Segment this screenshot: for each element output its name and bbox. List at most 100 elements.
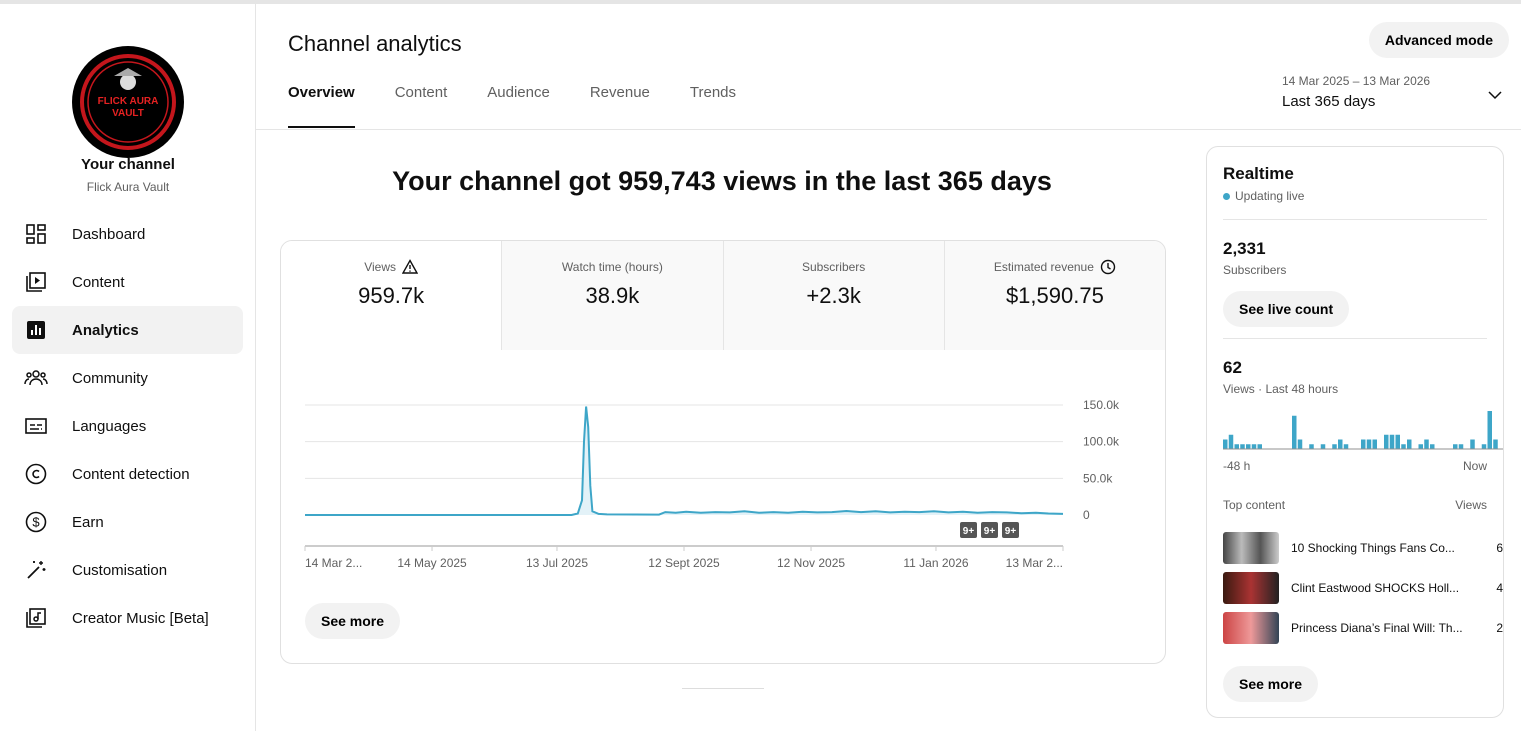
see-live-count-button[interactable]: See live count bbox=[1223, 291, 1350, 327]
metric-tab-watch[interactable]: Watch time (hours) 38.9k bbox=[501, 241, 723, 350]
date-range-value: Last 365 days bbox=[1282, 93, 1376, 110]
video-thumbnail bbox=[1223, 572, 1279, 604]
realtime-bar[interactable] bbox=[1407, 439, 1412, 450]
sidebar-item-label: Analytics bbox=[72, 321, 139, 339]
realtime-bar[interactable] bbox=[1343, 444, 1349, 449]
realtime-bar[interactable] bbox=[1309, 444, 1314, 449]
x-tick-label: 12 Nov 2025 bbox=[777, 556, 845, 570]
realtime-bar[interactable] bbox=[1487, 411, 1493, 449]
realtime-bar[interactable] bbox=[1366, 439, 1372, 450]
sidebar-item-community[interactable]: Community bbox=[12, 354, 243, 402]
sidebar-item-label: Community bbox=[72, 369, 148, 387]
tab-revenue[interactable]: Revenue bbox=[589, 84, 650, 101]
realtime-bar[interactable] bbox=[1430, 444, 1435, 449]
realtime-bar[interactable] bbox=[1384, 434, 1389, 449]
advanced-mode-button[interactable]: Advanced mode bbox=[1368, 22, 1509, 58]
x-tick-label: 11 Jan 2026 bbox=[903, 556, 968, 570]
top-content-item[interactable]: 10 Shocking Things Fans Co... 6 bbox=[1223, 532, 1503, 564]
chevron-down-icon[interactable] bbox=[1486, 86, 1504, 104]
video-views: 6 bbox=[1496, 541, 1503, 555]
sidebar-item-label: Content bbox=[72, 273, 125, 291]
realtime-bar[interactable] bbox=[1228, 434, 1234, 449]
realtime-bar[interactable] bbox=[1395, 434, 1401, 449]
metric-tab-subscribers[interactable]: Subscribers +2.3k bbox=[722, 241, 944, 350]
sidebar-item-content-detection[interactable]: Content detection bbox=[12, 450, 243, 498]
realtime-bar[interactable] bbox=[1389, 434, 1395, 449]
channel-avatar[interactable]: FLICK AURA VAULT bbox=[72, 46, 184, 158]
realtime-bar[interactable] bbox=[1240, 444, 1245, 449]
realtime-bar[interactable] bbox=[1297, 439, 1303, 450]
headline: Your channel got 959,743 views in the la… bbox=[392, 166, 1052, 196]
realtime-bar[interactable] bbox=[1458, 444, 1464, 449]
realtime-bar[interactable] bbox=[1470, 439, 1475, 450]
metric-label: Views bbox=[364, 260, 397, 274]
realtime-bar[interactable] bbox=[1453, 444, 1458, 449]
realtime-bar[interactable] bbox=[1401, 444, 1406, 449]
realtime-bar[interactable] bbox=[1246, 444, 1251, 449]
realtime-bar[interactable] bbox=[1361, 439, 1366, 450]
metric-tab-views[interactable]: Views 959.7k bbox=[281, 241, 502, 350]
channel-name: Flick Aura Vault bbox=[86, 180, 170, 194]
realtime-bar-chart bbox=[1223, 411, 1503, 450]
realtime-see-more-button[interactable]: See more bbox=[1223, 666, 1319, 702]
realtime-bar[interactable] bbox=[1493, 439, 1498, 450]
sidebar-item-languages[interactable]: Languages bbox=[12, 402, 243, 450]
analytics-icon bbox=[27, 321, 45, 339]
start-label: -48 h bbox=[1223, 459, 1251, 473]
annotation-badge[interactable]: 9+ bbox=[1002, 522, 1019, 538]
top-content-label: Top content bbox=[1223, 498, 1286, 512]
dashboard-icon bbox=[26, 224, 46, 244]
realtime-bar[interactable] bbox=[1292, 415, 1297, 449]
x-tick-label: 13 Mar 2... bbox=[1006, 556, 1063, 570]
music-icon bbox=[26, 608, 46, 628]
sidebar-item-creator-music-beta[interactable]: Creator Music [Beta] bbox=[12, 594, 243, 642]
tab-trends[interactable]: Trends bbox=[689, 84, 737, 101]
realtime-bar[interactable] bbox=[1338, 439, 1343, 450]
realtime-bar[interactable] bbox=[1320, 444, 1326, 449]
views-48h: 62 bbox=[1223, 358, 1242, 377]
sidebar-item-content[interactable]: Content bbox=[12, 258, 243, 306]
svg-text:9+: 9+ bbox=[1005, 526, 1017, 537]
scroll-indicator[interactable] bbox=[682, 688, 764, 689]
tab-overview[interactable]: Overview bbox=[288, 84, 355, 128]
top-content-item[interactable]: Clint Eastwood SHOCKS Holl... 4 bbox=[1223, 572, 1503, 604]
top-content-item[interactable]: Princess Diana’s Final Will: Th... 2 bbox=[1223, 612, 1503, 644]
content-icon bbox=[26, 272, 46, 292]
sidebar-item-dashboard[interactable]: Dashboard bbox=[12, 210, 243, 258]
y-tick-label: 150.0k bbox=[1083, 398, 1120, 412]
page-title: Channel analytics bbox=[288, 31, 462, 56]
see-more-button[interactable]: See more bbox=[305, 603, 401, 639]
x-tick-label: 12 Sept 2025 bbox=[648, 556, 720, 570]
tab-content[interactable]: Content bbox=[394, 84, 448, 101]
metric-tab-estimated[interactable]: Estimated revenue $1,590.75 bbox=[943, 241, 1165, 350]
realtime-bar[interactable] bbox=[1372, 439, 1378, 450]
realtime-bar[interactable] bbox=[1481, 444, 1487, 449]
date-range-select[interactable]: 14 Mar 2025 – 13 Mar 2026 Last 365 days bbox=[1282, 74, 1430, 110]
realtime-bar[interactable] bbox=[1418, 444, 1424, 449]
divider bbox=[256, 129, 1521, 130]
realtime-bar[interactable] bbox=[1251, 444, 1257, 449]
svg-text:9+: 9+ bbox=[984, 526, 996, 537]
annotation-badge[interactable]: 9+ bbox=[981, 522, 998, 538]
tab-audience[interactable]: Audience bbox=[487, 84, 550, 101]
subscribers-label: Subscribers bbox=[1223, 263, 1287, 277]
video-title: 10 Shocking Things Fans Co... bbox=[1291, 541, 1455, 555]
sidebar-item-customisation[interactable]: Customisation bbox=[12, 546, 243, 594]
annotation-badge[interactable]: 9+ bbox=[960, 522, 977, 538]
date-range-text: 14 Mar 2025 – 13 Mar 2026 bbox=[1282, 74, 1431, 88]
realtime-bar[interactable] bbox=[1424, 439, 1429, 450]
sidebar-item-earn[interactable]: $ Earn bbox=[12, 498, 243, 546]
metric-label: Watch time (hours) bbox=[561, 260, 663, 274]
realtime-bar[interactable] bbox=[1257, 444, 1263, 449]
subtitles-icon bbox=[25, 418, 47, 434]
sidebar: FLICK AURA VAULT Your channel Flick Aura … bbox=[0, 4, 256, 731]
subscriber-count: 2,331 bbox=[1223, 239, 1266, 258]
end-label: Now bbox=[1462, 459, 1487, 473]
sidebar-item-analytics[interactable]: Analytics bbox=[12, 306, 243, 354]
live-status-text: Updating live bbox=[1235, 189, 1305, 203]
clock-icon bbox=[1100, 259, 1116, 275]
realtime-bar[interactable] bbox=[1234, 444, 1240, 449]
realtime-bar[interactable] bbox=[1332, 444, 1337, 449]
realtime-title: Realtime bbox=[1223, 164, 1294, 183]
realtime-bar[interactable] bbox=[1223, 439, 1228, 450]
